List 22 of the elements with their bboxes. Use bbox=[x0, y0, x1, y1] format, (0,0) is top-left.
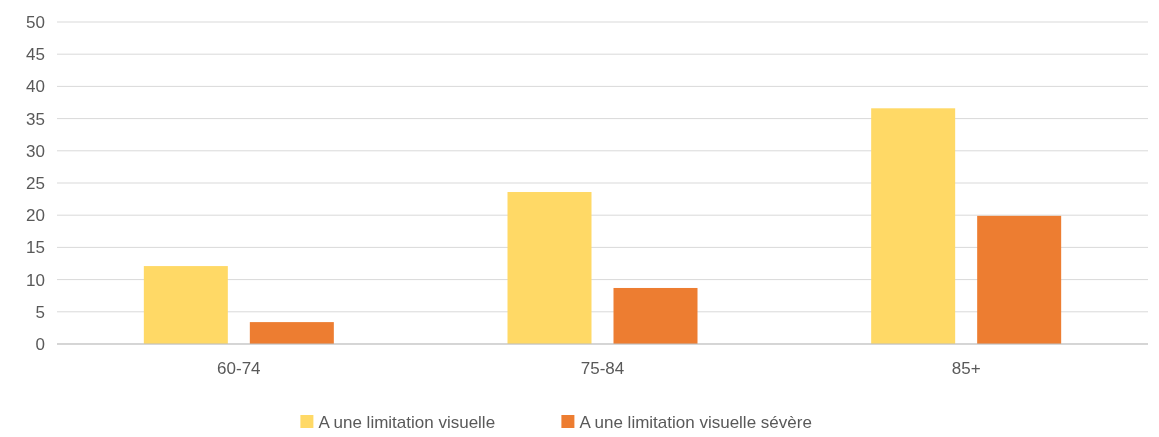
bar bbox=[613, 287, 698, 344]
x-tick-label: 60-74 bbox=[217, 359, 261, 378]
bar bbox=[143, 266, 228, 344]
legend-label: A une limitation visuelle sévère bbox=[579, 413, 812, 432]
bar bbox=[977, 215, 1062, 344]
bar bbox=[507, 192, 592, 344]
y-tick-label: 20 bbox=[26, 206, 45, 226]
y-tick-label: 0 bbox=[35, 334, 45, 354]
x-tick-label: 75-84 bbox=[580, 359, 625, 378]
y-tick-label: 30 bbox=[26, 141, 45, 161]
legend-label: A une limitation visuelle bbox=[318, 413, 496, 432]
y-tick-label: 40 bbox=[26, 77, 45, 97]
y-tick-label: 45 bbox=[26, 45, 45, 65]
y-tick-label: 25 bbox=[26, 173, 45, 193]
y-tick-label: 35 bbox=[26, 109, 45, 129]
y-tick-label: 5 bbox=[35, 302, 45, 322]
bar bbox=[871, 108, 956, 344]
y-tick-label: 10 bbox=[26, 270, 45, 290]
y-tick-label: 15 bbox=[26, 238, 45, 258]
bar bbox=[249, 322, 334, 344]
y-tick-label: 50 bbox=[26, 12, 45, 32]
x-tick-label: 85+ bbox=[951, 359, 981, 378]
